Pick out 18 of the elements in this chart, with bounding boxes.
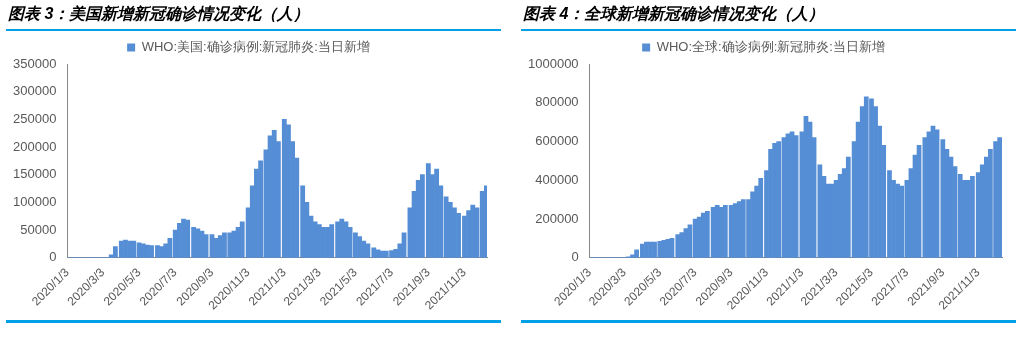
y-tick-label: 1000000 [527,55,579,71]
y-tick-label: 600000 [535,133,579,149]
y-tick-label: 0 [571,249,579,265]
y-tick-label: 200000 [535,210,579,226]
y-tick-label: 800000 [535,94,579,110]
legend-label: WHO:美国:确诊病例:新冠肺炎:当日新增 [141,39,370,55]
y-tick-label: 350000 [12,55,57,71]
chart-title: 图表 4：全球新增新冠确诊情况变化（人） [521,0,1016,31]
chart-title: 图表 3：美国新增新冠确诊情况变化（人） [6,0,501,31]
y-tick-label: 200000 [12,138,57,154]
y-tick-label: 150000 [12,166,57,182]
y-tick-label: 250000 [12,110,57,126]
y-tick-label: 0 [49,249,57,265]
y-tick-label: 300000 [12,83,57,99]
y-tick-label: 50000 [20,221,57,237]
y-tick-label: 100000 [12,193,57,209]
legend-label: WHO:全球:确诊病例:新冠肺炎:当日新增 [656,39,885,55]
y-tick-label: 400000 [535,171,579,187]
